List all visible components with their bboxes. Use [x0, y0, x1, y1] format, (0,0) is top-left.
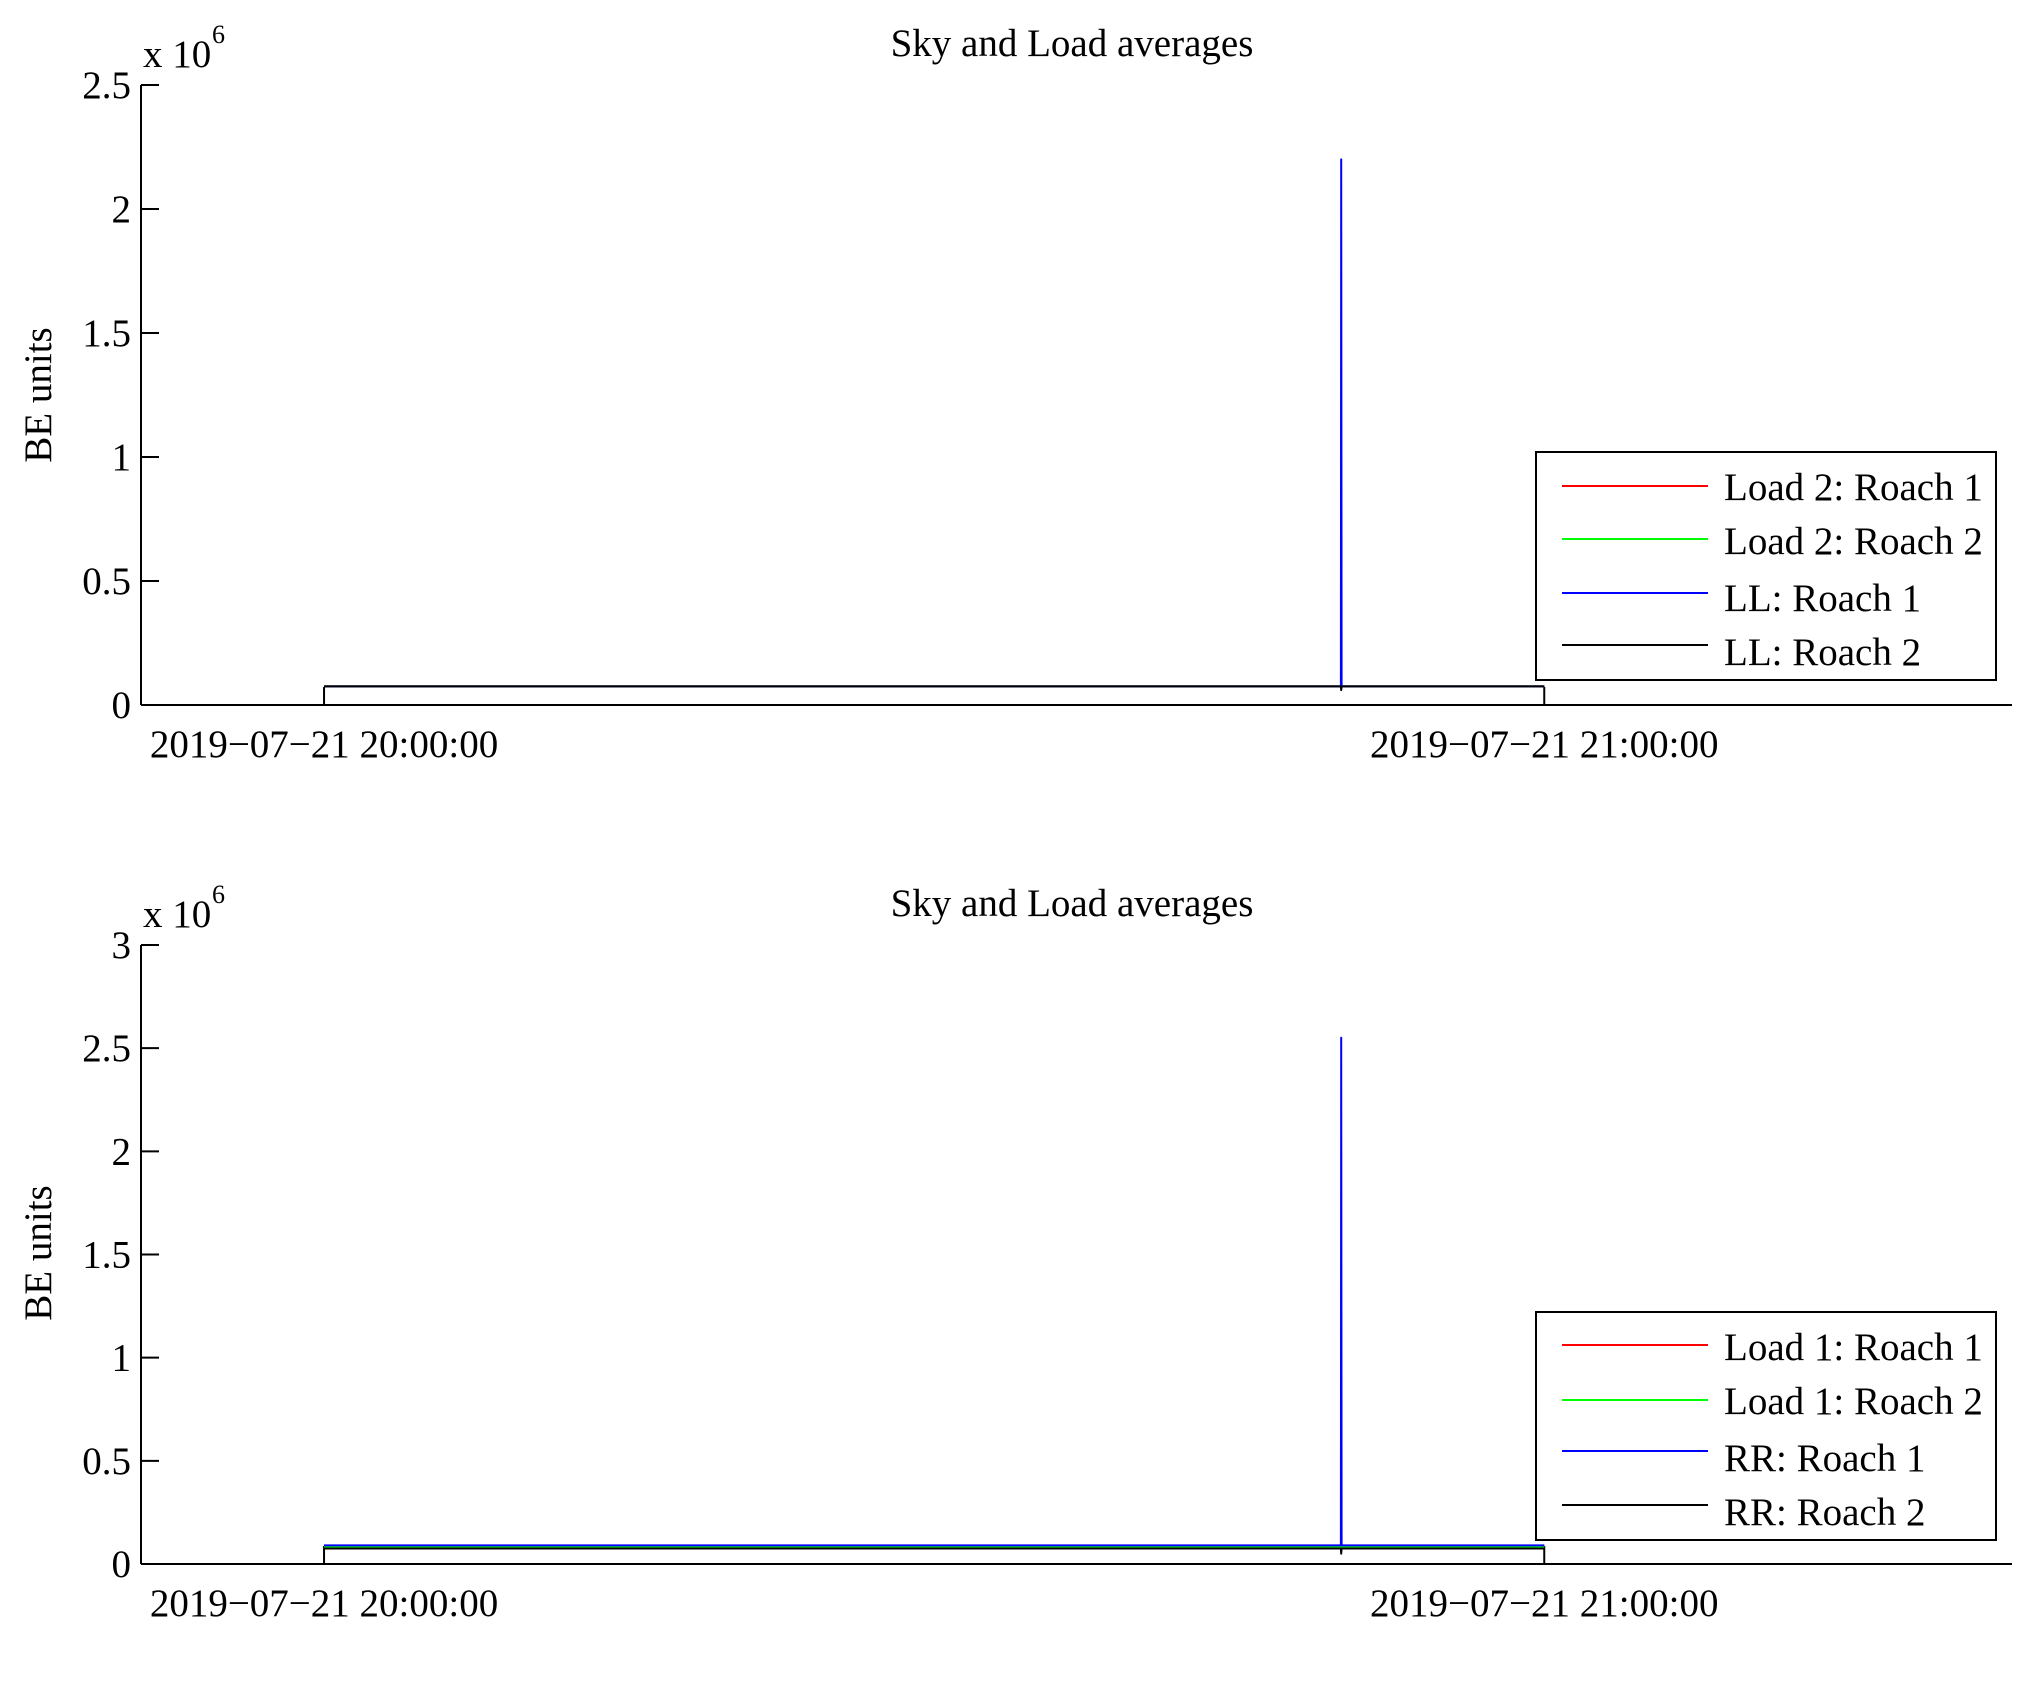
- chart-2-legend-item: RR: Roach 1: [1562, 1437, 1926, 1480]
- chart-1-legend-box: [1535, 451, 1997, 681]
- chart-1-x-tick-label: 2019−07−21 20:00:00: [150, 723, 498, 766]
- chart-1-legend-label: LL: Roach 2: [1724, 631, 1921, 674]
- chart-2-y-tick-label: 2.5: [82, 1027, 131, 1070]
- chart-2-y-tick-label: 1.5: [82, 1234, 131, 1277]
- chart-panel-1: Sky and Load averages BE units x 10 6 00…: [17, 20, 2012, 766]
- chart-1-legend-item: LL: Roach 2: [1562, 631, 1921, 674]
- chart-2-legend-item: Load 1: Roach 1: [1562, 1326, 1983, 1369]
- chart-1-legend-label: LL: Roach 1: [1724, 577, 1921, 620]
- chart-2-y-tick-label: 1: [112, 1337, 132, 1380]
- chart-1-y-tick-label: 2.5: [82, 64, 131, 107]
- chart-1-y-multiplier: x 10 6: [143, 20, 225, 76]
- chart-2-x-tick-label: 2019−07−21 20:00:00: [150, 1582, 498, 1625]
- chart-2-legend: Load 1: Roach 1 Load 1: Roach 2 RR: Roac…: [1535, 1311, 1997, 1541]
- chart-1-y-axis-label: BE units: [17, 327, 60, 462]
- chart-2-y-multiplier: x 10 6: [143, 880, 225, 936]
- chart-1-y-tick-label: 1: [112, 436, 132, 479]
- chart-1-legend-item: LL: Roach 1: [1562, 577, 1921, 620]
- chart-1-y-tick-label: 0.5: [82, 560, 131, 603]
- chart-2-legend-label: Load 1: Roach 1: [1724, 1326, 1983, 1369]
- chart-2-title: Sky and Load averages: [891, 882, 1254, 925]
- chart-1-title: Sky and Load averages: [891, 22, 1254, 65]
- chart-2-x-tick-label: 2019−07−21 21:00:00: [1370, 1582, 1718, 1625]
- chart-1-y-multiplier-exponent: 6: [212, 20, 225, 49]
- chart-1-y-multiplier-base: x 10: [143, 33, 211, 76]
- chart-1-x-tick-label: 2019−07−21 21:00:00: [1370, 723, 1718, 766]
- chart-1-y-tick-label: 2: [112, 188, 132, 231]
- chart-2-legend-label: RR: Roach 1: [1724, 1437, 1926, 1480]
- chart-2-series-line-3: [324, 1036, 1545, 1547]
- chart-2-legend-item: RR: Roach 2: [1562, 1491, 1926, 1534]
- chart-2-y-tick-label: 0.5: [82, 1440, 131, 1483]
- chart-1-legend-item: Load 2: Roach 2: [1562, 520, 1983, 563]
- chart-2-y-tick-label: 3: [112, 924, 132, 967]
- chart-panel-2: Sky and Load averages BE units x 10 6 00…: [17, 880, 2012, 1625]
- chart-1-legend-label: Load 2: Roach 1: [1724, 466, 1983, 509]
- chart-2-y-multiplier-base: x 10: [143, 893, 211, 936]
- chart-2-y-multiplier-exponent: 6: [212, 880, 225, 909]
- chart-2-legend-item: Load 1: Roach 2: [1562, 1380, 1983, 1423]
- chart-1-series-line-4: [324, 685, 1545, 692]
- chart-2-legend-label: RR: Roach 2: [1724, 1491, 1926, 1534]
- chart-1-y-tick-label: 1.5: [82, 312, 131, 355]
- chart-2-y-tick-label: 0: [112, 1543, 132, 1586]
- chart-1-legend: Load 2: Roach 1 Load 2: Roach 2 LL: Roac…: [1535, 451, 1997, 681]
- chart-1-legend-item: Load 2: Roach 1: [1562, 466, 1983, 509]
- chart-2-plot-area: 0 0.5 1 1.5 2 2.5 3 2019−07−21 20:00:00 2019−07−…: [82, 924, 2012, 1625]
- chart-2-series-line-4: [324, 1547, 1545, 1555]
- chart-1-plot-area: 0 0.5 1 1.5 2 2.5 2019−07−21 20:00:00 2019−07−2…: [82, 64, 2012, 766]
- chart-2-y-tick-label: 2: [112, 1130, 132, 1173]
- chart-2-y-axis-label: BE units: [17, 1185, 60, 1320]
- chart-2-legend-box: [1535, 1311, 1997, 1541]
- chart-1-legend-label: Load 2: Roach 2: [1724, 520, 1983, 563]
- chart-2-legend-label: Load 1: Roach 2: [1724, 1380, 1983, 1423]
- chart-1-y-tick-label: 0: [112, 684, 132, 727]
